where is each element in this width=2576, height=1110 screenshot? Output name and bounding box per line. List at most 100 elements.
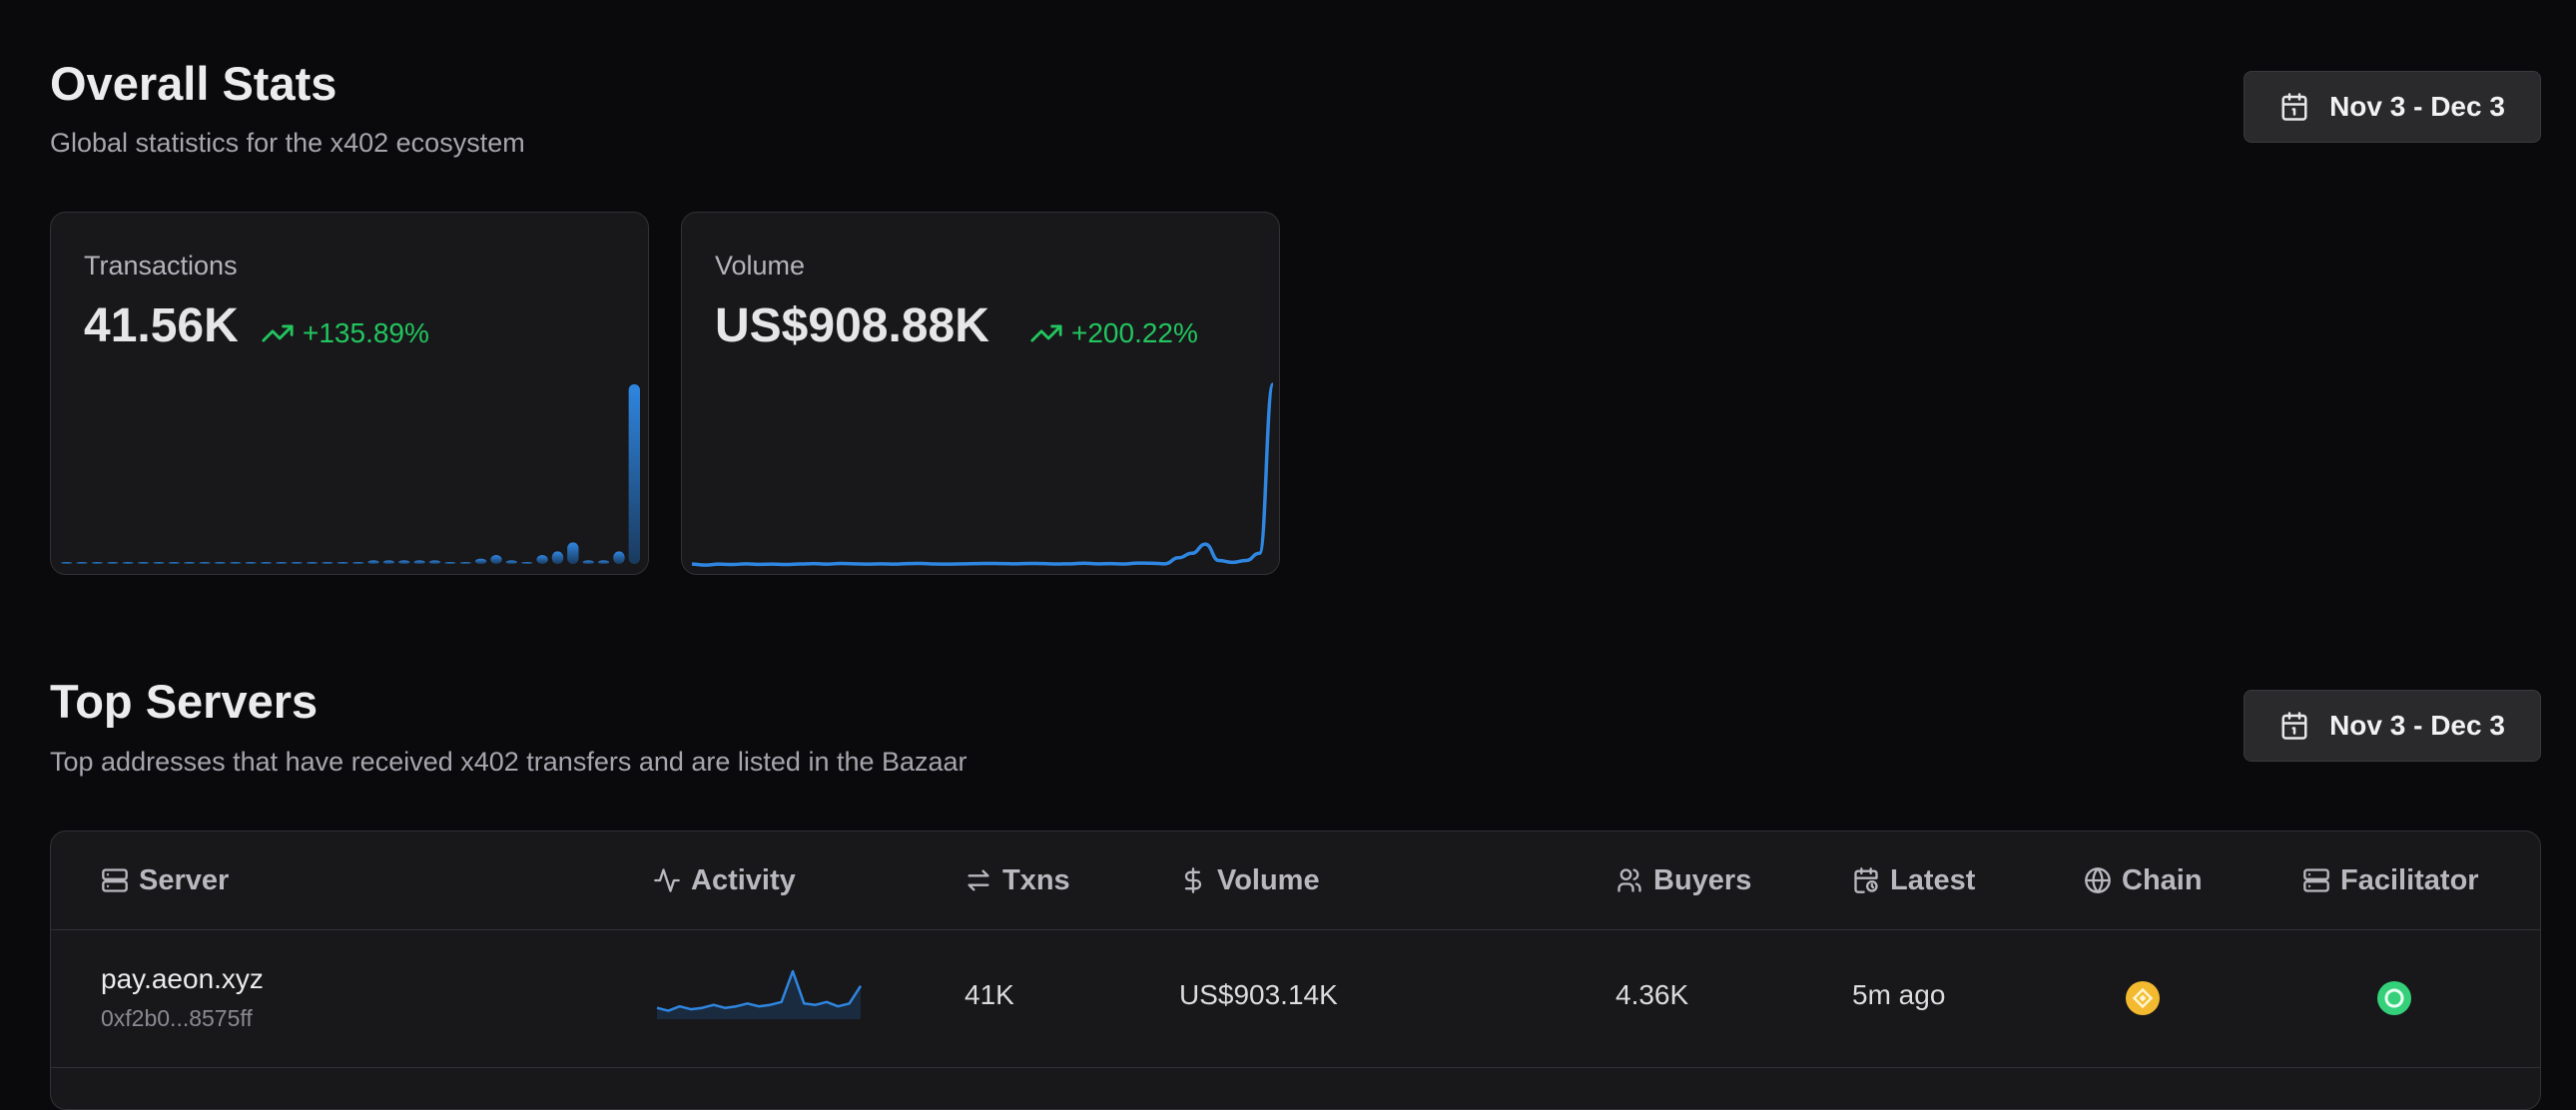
calendar-icon bbox=[2281, 712, 2307, 740]
buyers-value: 4.36K bbox=[1615, 979, 1689, 1010]
txns-value: 41K bbox=[965, 979, 1014, 1010]
column-header-txns[interactable]: Txns bbox=[965, 832, 1070, 929]
column-header-chain[interactable]: Chain bbox=[2084, 832, 2203, 929]
column-label: Facilitator bbox=[2340, 863, 2479, 896]
transactions-label: Transactions bbox=[84, 251, 238, 280]
globe-icon bbox=[2085, 867, 2111, 893]
transactions-bar bbox=[382, 560, 395, 564]
latest-value: 5m ago bbox=[1852, 979, 1946, 1010]
transactions-bar bbox=[428, 560, 441, 564]
transactions-bar bbox=[505, 560, 518, 564]
server-name[interactable]: pay.aeon.xyz bbox=[101, 963, 264, 994]
volume-series-line bbox=[691, 382, 1275, 567]
dollar-icon bbox=[1184, 867, 1202, 893]
transactions-bar bbox=[521, 562, 533, 564]
transactions-bar bbox=[352, 562, 364, 564]
date-range-label: Nov 3 - Dec 3 bbox=[2329, 91, 2505, 122]
transactions-bar bbox=[597, 560, 610, 564]
bnb-chain-icon bbox=[2126, 981, 2160, 1015]
transactions-bar bbox=[413, 560, 425, 564]
transactions-bar bbox=[61, 562, 73, 564]
transactions-bar bbox=[199, 562, 211, 564]
transactions-bar bbox=[107, 562, 119, 564]
top-servers-title: Top Servers bbox=[50, 675, 319, 728]
transactions-bar bbox=[551, 551, 564, 564]
transactions-bar bbox=[567, 542, 579, 564]
transactions-bar bbox=[536, 555, 548, 564]
volume-value: US$908.88K bbox=[715, 299, 989, 352]
server-address: 0xf2b0...8575ff bbox=[101, 1005, 253, 1031]
volume-line-chart bbox=[691, 382, 1275, 567]
transactions-bar bbox=[214, 562, 227, 564]
transactions-bar bbox=[168, 562, 180, 564]
volume-change: +200.22% bbox=[1029, 316, 1198, 350]
activity-icon bbox=[654, 868, 680, 892]
top-servers-subtitle: Top addresses that have received x402 tr… bbox=[50, 747, 967, 777]
column-label: Activity bbox=[691, 863, 796, 896]
column-header-volume[interactable]: Volume bbox=[1179, 832, 1320, 929]
column-header-facilitator[interactable]: Facilitator bbox=[2302, 832, 2479, 929]
server-icon bbox=[102, 868, 128, 892]
transactions-bar bbox=[459, 562, 471, 564]
trending-up-icon bbox=[262, 324, 294, 342]
calendar-clock-icon bbox=[1854, 867, 1878, 893]
column-header-latest[interactable]: Latest bbox=[1852, 832, 1975, 929]
trending-up-icon bbox=[1030, 324, 1062, 342]
transactions-bar-chart bbox=[61, 384, 640, 564]
transactions-bar bbox=[582, 560, 594, 564]
activity-sparkline-line bbox=[656, 969, 863, 1012]
transactions-bar bbox=[490, 555, 502, 564]
transactions-bar bbox=[291, 562, 303, 564]
volume-label: Volume bbox=[715, 251, 806, 280]
date-range-label: Nov 3 - Dec 3 bbox=[2329, 710, 2505, 741]
transactions-bar bbox=[153, 562, 165, 564]
transactions-bar bbox=[474, 558, 487, 564]
column-header-buyers[interactable]: Buyers bbox=[1615, 832, 1751, 929]
activity-sparkline-area bbox=[657, 971, 861, 1019]
transactions-bar bbox=[613, 551, 625, 564]
top-servers-table: Server Activity Txns Volume Buyers Lates… bbox=[50, 831, 2541, 1110]
calendar-icon bbox=[2281, 93, 2307, 121]
transactions-bar bbox=[336, 562, 348, 564]
transactions-bar bbox=[322, 562, 333, 564]
transactions-value: 41.56K bbox=[84, 299, 239, 352]
transactions-change-value: +135.89% bbox=[303, 317, 429, 348]
transactions-bar bbox=[276, 562, 288, 564]
column-label: Server bbox=[139, 863, 230, 896]
volume-change-value: +200.22% bbox=[1071, 317, 1198, 348]
column-label: Volume bbox=[1217, 863, 1320, 896]
transactions-bar bbox=[306, 562, 319, 564]
server-icon bbox=[2303, 868, 2329, 892]
transactions-bar bbox=[137, 562, 150, 564]
column-label: Txns bbox=[1002, 863, 1070, 896]
table-row[interactable]: pay.aeon.xyz 0xf2b0...8575ff 41K US$903.… bbox=[51, 929, 2540, 1068]
transactions-bar bbox=[628, 384, 640, 564]
transactions-bar bbox=[245, 562, 257, 564]
volume-card[interactable]: Volume US$908.88K +200.22% bbox=[681, 212, 1280, 575]
arrows-exchange-icon bbox=[967, 869, 989, 891]
overall-stats-title: Overall Stats bbox=[50, 57, 337, 110]
column-header-activity[interactable]: Activity bbox=[653, 832, 796, 929]
transactions-bar bbox=[444, 562, 456, 564]
transactions-bar bbox=[122, 562, 134, 564]
transactions-card[interactable]: Transactions 41.56K +135.89% bbox=[50, 212, 649, 575]
column-label: Buyers bbox=[1653, 863, 1752, 896]
top-servers-date-range-button[interactable]: Nov 3 - Dec 3 bbox=[2244, 690, 2541, 762]
column-label: Chain bbox=[2122, 863, 2203, 896]
column-label: Latest bbox=[1890, 863, 1976, 896]
volume-value: US$903.14K bbox=[1179, 979, 1338, 1010]
transactions-bar bbox=[398, 560, 410, 564]
transactions-bar bbox=[260, 562, 273, 564]
transactions-bar bbox=[76, 562, 88, 564]
overall-stats-subtitle: Global statistics for the x402 ecosystem bbox=[50, 128, 525, 158]
transactions-bar bbox=[230, 562, 242, 564]
transactions-change: +135.89% bbox=[261, 316, 429, 350]
transactions-bar bbox=[183, 562, 196, 564]
overall-date-range-button[interactable]: Nov 3 - Dec 3 bbox=[2244, 71, 2541, 143]
activity-sparkline bbox=[656, 969, 863, 1019]
table-header: Server Activity Txns Volume Buyers Lates… bbox=[51, 832, 2540, 930]
transactions-bar bbox=[91, 562, 104, 564]
transactions-bar bbox=[367, 560, 379, 564]
column-header-server[interactable]: Server bbox=[101, 832, 229, 929]
facilitator-logo-icon bbox=[2377, 981, 2411, 1015]
